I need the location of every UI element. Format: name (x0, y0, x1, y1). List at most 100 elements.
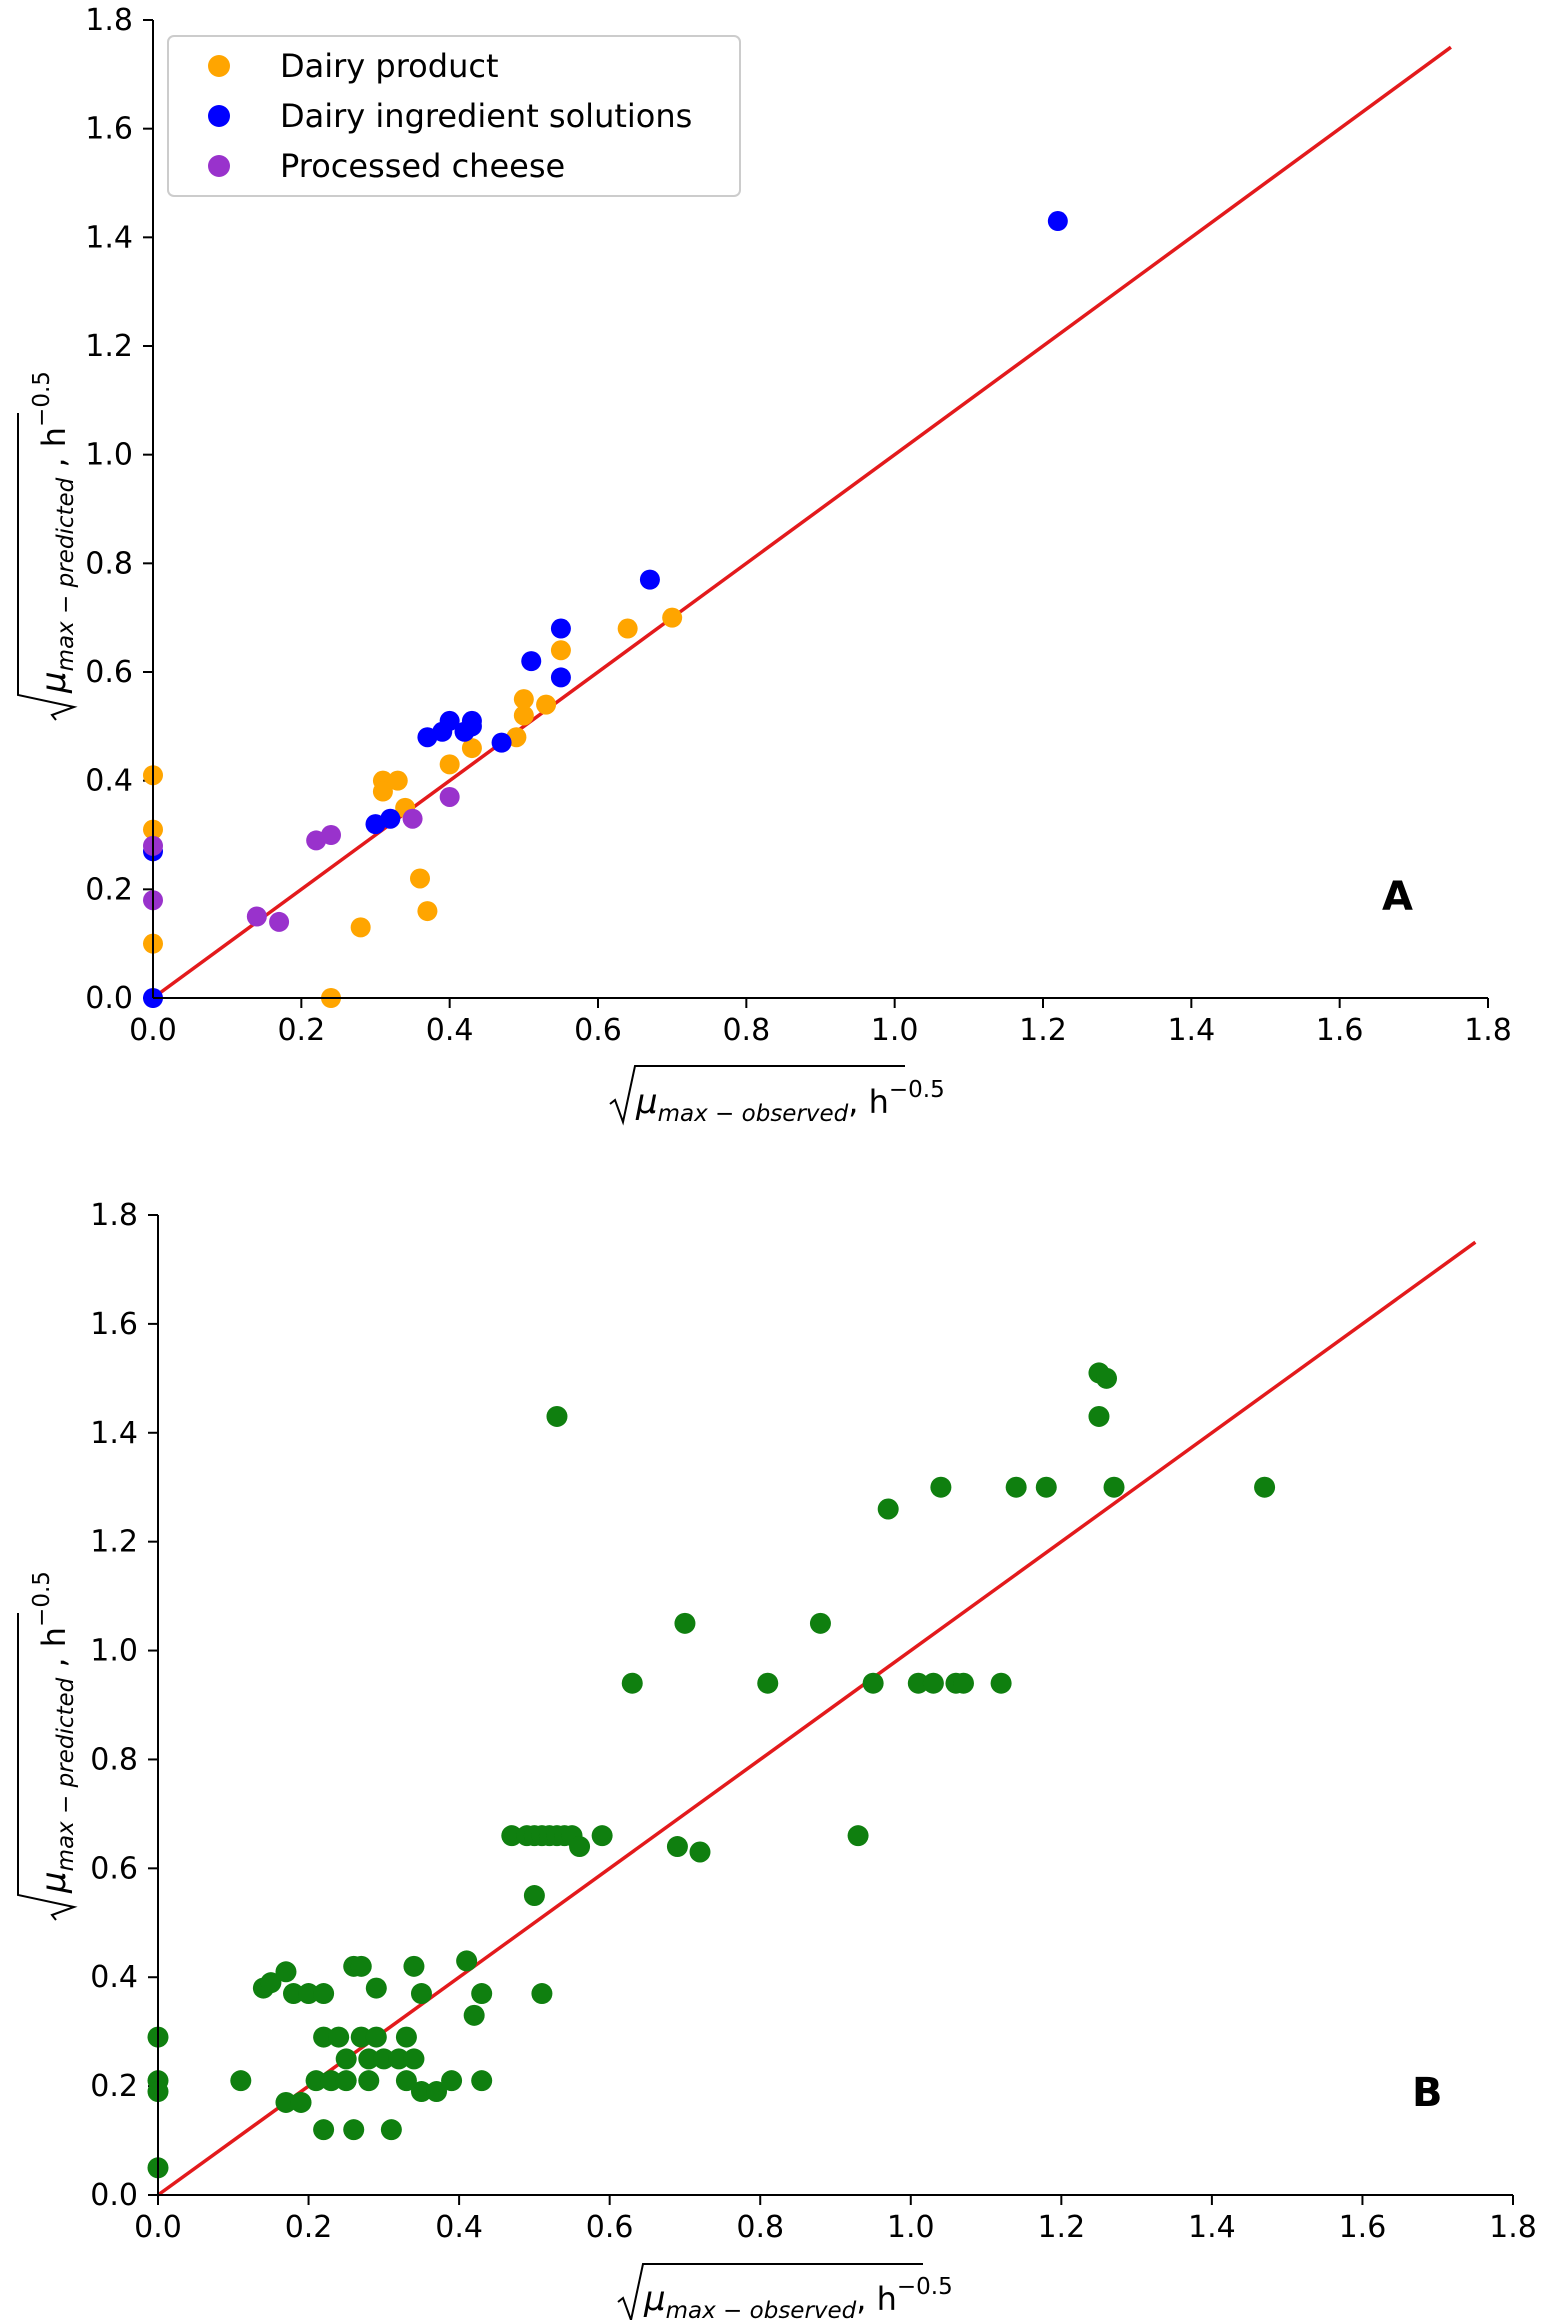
point-processed-cheese (321, 825, 341, 845)
point-all-observations (335, 2048, 357, 2070)
point-all-observations (283, 1983, 304, 2005)
point-all-observations (410, 1983, 432, 2005)
legend-label-processed-cheese: Processed cheese (280, 147, 565, 185)
y-tick-label: 0.0 (85, 981, 133, 1016)
point-all-observations (350, 1955, 372, 1977)
point-all-observations (990, 1672, 1012, 1694)
y-tick-label: 0.4 (90, 1960, 138, 1995)
sqrt-sign (609, 1065, 905, 1126)
point-dairy-product (536, 694, 557, 715)
y-label-exponent: −0.5 (29, 371, 55, 427)
point-dairy-ingredient-solutions (550, 618, 571, 639)
x-label-subscript: max − observed (658, 1101, 849, 1127)
point-all-observations (260, 1972, 282, 1994)
y-tick-label: 0.6 (85, 655, 133, 690)
x-tick-label: 1.8 (1489, 2210, 1537, 2245)
point-dairy-ingredient-solutions (380, 808, 401, 829)
y-tick-label: 1.8 (90, 1198, 138, 1233)
panel-b-reference-line-group (156, 1240, 1477, 2197)
x-label-subscript: max − observed (666, 2298, 857, 2320)
x-tick-label: 0.2 (285, 2210, 333, 2245)
legend-label-dairy-ingredient-solutions: Dairy ingredient solutions (280, 97, 692, 135)
panel-b-y-ticks: 0.0 0.2 0.4 0.6 0.8 1.0 1.2 1.4 1.6 1.8 (90, 1198, 158, 2213)
point-dairy-product (350, 917, 371, 938)
point-all-observations (922, 1672, 944, 1694)
reference-line (156, 1240, 1477, 2197)
x-tick-label: 1.2 (1019, 1013, 1067, 1048)
x-tick-label: 1.6 (1316, 1013, 1364, 1048)
point-all-observations (403, 2048, 425, 2070)
legend-marker-processed-cheese (208, 155, 230, 177)
x-tick-label: 0.6 (586, 2210, 634, 2245)
point-all-observations (373, 2048, 395, 2070)
x-label-mu: μ (643, 2279, 666, 2319)
point-all-observations (343, 2119, 365, 2141)
y-label-mu: μ (34, 1871, 74, 1894)
point-all-observations (410, 2081, 432, 2103)
x-tick-label: 0.6 (574, 1013, 622, 1048)
y-tick-label: 0.6 (90, 1851, 138, 1886)
svg-text:μmax − observed, h−0.5: μmax − observed, h−0.5 (643, 2274, 953, 2320)
point-all-observations (335, 2070, 357, 2092)
x-tick-label: 1.0 (871, 1013, 919, 1048)
panel-b-points (147, 1362, 1276, 2179)
y-tick-label: 1.6 (90, 1307, 138, 1342)
point-all-observations (313, 1983, 335, 2005)
point-all-observations (380, 2119, 402, 2141)
x-tick-label: 0.4 (435, 2210, 483, 2245)
point-all-observations (621, 1672, 643, 1694)
legend-frame (167, 35, 741, 197)
x-tick-label: 1.4 (1167, 1013, 1215, 1048)
point-all-observations (395, 2070, 417, 2092)
point-all-observations (757, 1672, 779, 1694)
point-processed-cheese (269, 911, 290, 932)
x-tick-label: 0.2 (277, 1013, 325, 1048)
y-label-exponent: −0.5 (29, 1571, 55, 1627)
point-all-observations (395, 2026, 417, 2048)
point-all-observations (388, 2048, 410, 2070)
y-label-unit: , h (35, 427, 73, 478)
point-all-observations (569, 1836, 591, 1858)
point-dairy-product (372, 781, 393, 802)
y-tick-label: 1.0 (90, 1634, 138, 1669)
x-label-exponent: −0.5 (889, 1077, 945, 1103)
point-all-observations (305, 2070, 327, 2092)
point-all-observations (907, 1672, 929, 1694)
point-all-observations (674, 1612, 696, 1634)
point-all-observations (365, 1977, 387, 1999)
panel-b-x-ticks: 0.0 0.2 0.4 0.6 0.8 1.0 1.2 1.4 1.6 1.8 (134, 2195, 1537, 2245)
point-all-observations (350, 2026, 372, 2048)
point-all-observations (358, 2048, 380, 2070)
point-dairy-ingredient-solutions (1047, 211, 1068, 232)
y-tick-label: 0.0 (90, 2178, 138, 2213)
point-processed-cheese (246, 906, 267, 927)
point-all-observations (320, 2070, 342, 2092)
point-all-observations (471, 2070, 493, 2092)
point-all-observations (275, 1961, 297, 1983)
point-all-observations (1005, 1476, 1027, 1498)
point-all-observations (403, 1955, 425, 1977)
svg-text:μmax − predicted , h−0.5: μmax − predicted , h−0.5 (29, 1571, 79, 1894)
point-dairy-ingredient-solutions (461, 710, 482, 731)
point-dairy-product (387, 770, 408, 791)
point-dairy-ingredient-solutions (439, 710, 460, 731)
point-all-observations (471, 1983, 493, 2005)
y-label-mu: μ (34, 671, 74, 694)
y-tick-label: 0.2 (85, 872, 133, 907)
point-dairy-product (550, 640, 571, 661)
point-all-observations (952, 1672, 974, 1694)
point-all-observations (426, 2081, 448, 2103)
point-all-observations (1254, 1476, 1276, 1498)
point-processed-cheese (402, 808, 423, 829)
sqrt-sign (617, 2263, 923, 2320)
point-all-observations (1088, 1405, 1110, 1427)
y-label-subscript: max − predicted (53, 477, 79, 671)
point-all-observations (1096, 1367, 1117, 1389)
x-tick-label: 1.6 (1339, 2210, 1387, 2245)
point-all-observations (230, 2070, 252, 2092)
y-tick-label: 1.2 (90, 1525, 138, 1560)
point-all-observations (877, 1498, 899, 1520)
y-tick-label: 0.4 (85, 764, 133, 799)
point-all-observations (1035, 1476, 1057, 1498)
